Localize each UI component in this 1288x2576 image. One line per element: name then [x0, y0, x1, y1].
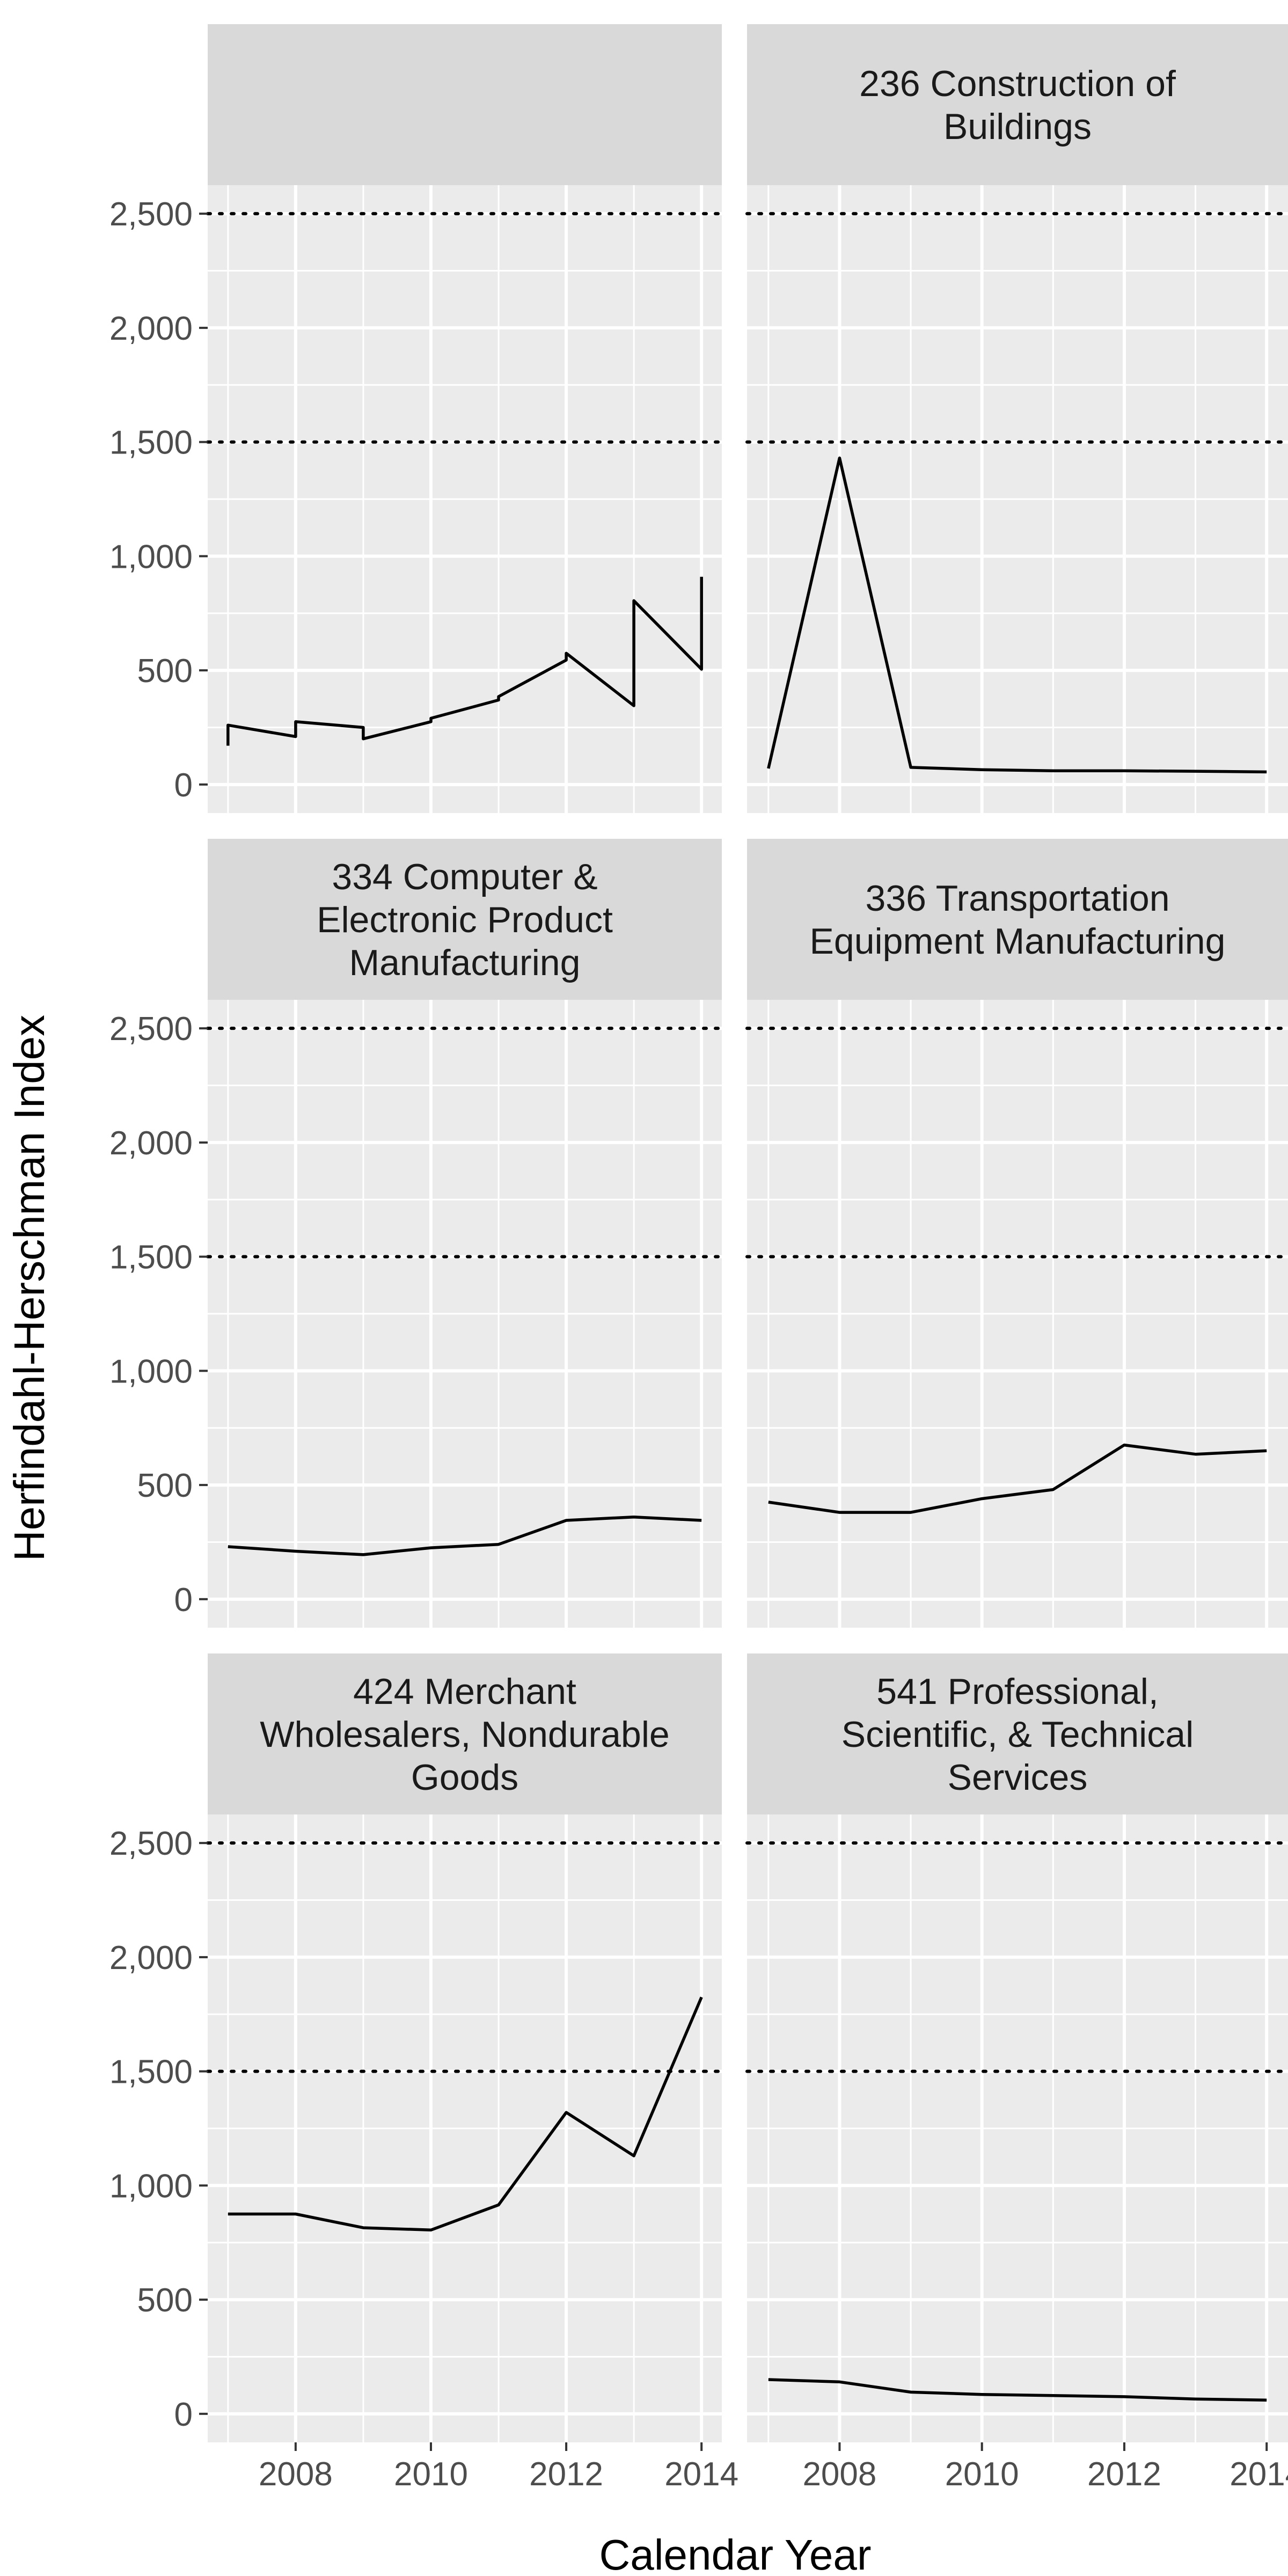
panel: 541 Professional,Scientific, & Technical… [745, 1653, 1288, 2442]
y-tick-label: 500 [137, 2282, 193, 2319]
facet-title: 336 Transportation [865, 878, 1169, 919]
facet-title: Manufacturing [349, 942, 581, 983]
y-tick-label: 2,000 [109, 1125, 193, 1162]
facet-strip [208, 839, 722, 1000]
facet-title: Scientific, & Technical [841, 1714, 1194, 1755]
y-tick-label: 2,000 [109, 1940, 193, 1977]
y-tick-label: 1,500 [109, 1239, 193, 1276]
facet-strip [208, 1653, 722, 1814]
y-tick-label: 1,000 [109, 2168, 193, 2205]
facet-strip [747, 1653, 1288, 1814]
y-tick-label: 1,500 [109, 2054, 193, 2091]
facet-title: 424 Merchant [353, 1671, 576, 1712]
y-tick-label: 2,500 [109, 196, 193, 233]
y-tick-label: 1,500 [109, 425, 193, 462]
facet-strip [208, 24, 722, 185]
x-tick-label: 2012 [529, 2456, 603, 2493]
panel [206, 24, 723, 813]
x-axis: 2008 2010 2012 2014 2008 2010 2012 2014 [259, 2442, 1288, 2493]
facet-title: 541 Professional, [876, 1671, 1158, 1712]
y-axis-title: Herfindahl-Herschman Index [5, 1015, 53, 1561]
facet-title: 236 Construction of [859, 63, 1176, 104]
y-tick-label: 2,500 [109, 1011, 193, 1048]
facet-strip [747, 839, 1288, 1000]
y-tick-label: 500 [137, 653, 193, 690]
series-line [228, 1996, 703, 2232]
y-tick-label: 0 [174, 1582, 193, 1619]
x-tick-label: 2008 [802, 2456, 876, 2493]
x-tick-label: 2012 [1087, 2456, 1161, 2493]
facet-title: Electronic Product [317, 899, 613, 940]
facet-title: Buildings [943, 106, 1092, 147]
y-tick-label: 500 [137, 1467, 193, 1504]
facet-title: 334 Computer & [332, 857, 597, 897]
x-tick-label: 2010 [394, 2456, 468, 2493]
x-tick-label: 2008 [259, 2456, 333, 2493]
y-tick-label: 1,000 [109, 1353, 193, 1390]
facet-title: Services [948, 1757, 1088, 1798]
y-tick-label: 0 [174, 2396, 193, 2433]
y-tick-label: 1,000 [109, 538, 193, 575]
x-tick-label: 2014 [1230, 2456, 1288, 2493]
series-line [228, 1515, 702, 1556]
x-tick-label: 2014 [664, 2456, 738, 2493]
series-line [768, 2378, 1267, 2402]
facet-strip [747, 24, 1288, 185]
x-axis-title: Calendar Year [599, 2531, 871, 2576]
y-axis: 0 500 1,000 1,500 2,000 2,500 0 500 1,000 1,500 2,… [109, 196, 208, 2433]
series-line [767, 456, 1267, 774]
series-line [226, 576, 703, 746]
facet-title: Goods [411, 1757, 518, 1798]
facet-title: Wholesalers, Nondurable [260, 1714, 670, 1755]
panel: 334 Computer &Electronic ProductManufact… [206, 839, 723, 1628]
y-tick-label: 2,500 [109, 1825, 193, 1862]
y-tick-label: 2,000 [109, 310, 193, 347]
series-line [768, 1443, 1267, 1514]
y-tick-label: 0 [174, 767, 193, 804]
x-tick-label: 2010 [945, 2456, 1019, 2493]
facet-title: Equipment Manufacturing [810, 921, 1226, 962]
